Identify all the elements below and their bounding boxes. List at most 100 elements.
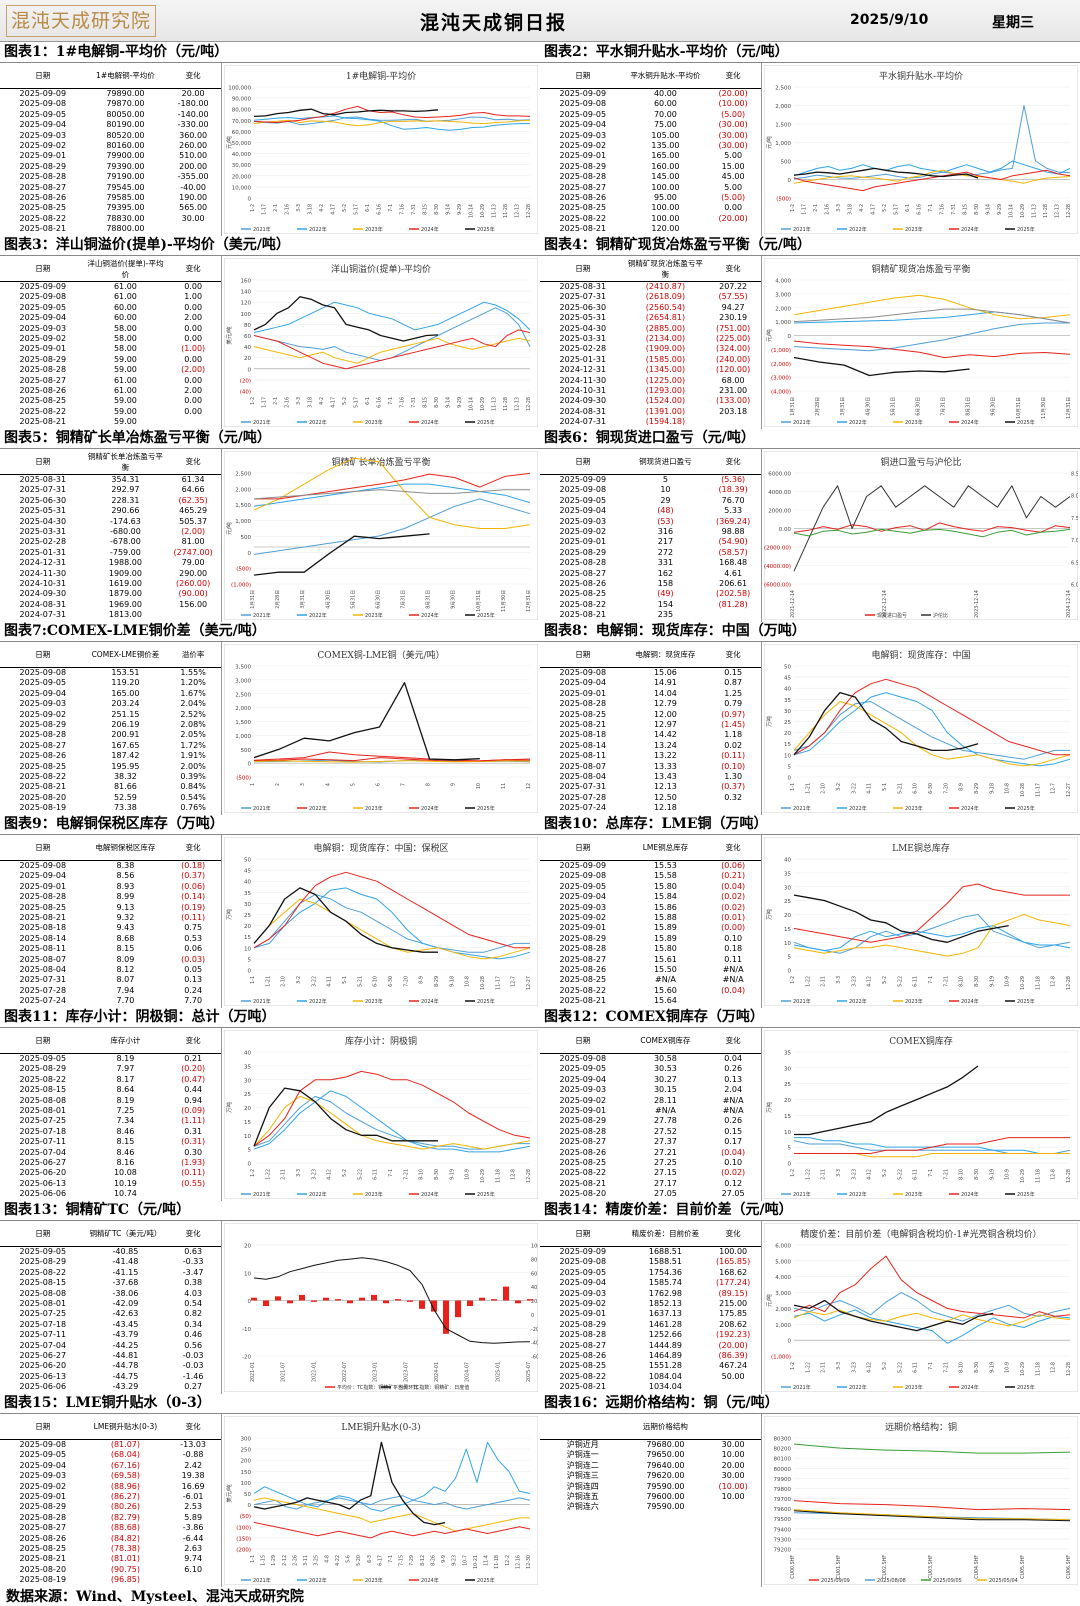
x-tick-label: 8-30 bbox=[434, 397, 440, 408]
table-row: 2025-08-21 120.00 bbox=[540, 224, 761, 234]
table-cell: 73.38 bbox=[113, 803, 137, 813]
x-tick-label: 10月31日 bbox=[476, 590, 482, 612]
table-row: 2025-08-11 8.15 0.06 bbox=[0, 944, 221, 954]
y2-tick-label: -60 bbox=[531, 1355, 538, 1361]
y-tick-label: 25 bbox=[244, 1092, 251, 1098]
table-cell: 0.94 bbox=[184, 1095, 203, 1105]
x-tick-label: 9-14 bbox=[986, 204, 992, 215]
table-row: 2025-09-05 8.19 0.21 bbox=[0, 1054, 221, 1064]
table-cell: 79395.00 bbox=[106, 203, 145, 213]
table-cell: 78830.00 bbox=[106, 213, 145, 223]
table-cell: 292.97 bbox=[111, 485, 140, 495]
y-tick-label: 1,500 bbox=[235, 720, 251, 726]
y-tick-label: 35 bbox=[784, 871, 791, 877]
table-cell: 1444.89 bbox=[648, 1340, 682, 1350]
table-cell: (0.11) bbox=[181, 912, 206, 922]
table-row: 2025-09-03 80520.00 360.00 bbox=[0, 131, 221, 141]
table-row: 2025-08-29 160.00 15.00 bbox=[540, 162, 761, 172]
table-cell: 2025-08-11 bbox=[559, 751, 607, 761]
table-row: 2025-08-28 27.52 0.15 bbox=[540, 1127, 761, 1137]
table-header-cell: COMEX-LME铜价差 bbox=[91, 650, 160, 659]
chart-frame bbox=[223, 257, 539, 428]
table-row: 2025-08-28 145.00 45.00 bbox=[540, 172, 761, 182]
table-cell: 8.15 bbox=[116, 1137, 135, 1147]
table-cell: 0.26 bbox=[724, 1064, 743, 1074]
table-cell: 61.00 bbox=[113, 282, 137, 291]
table-row: 2024-08-31 1969.00 156.00 bbox=[0, 600, 221, 610]
table-cell: 52.59 bbox=[113, 792, 137, 802]
table-cell: (5.00) bbox=[721, 192, 746, 202]
table-cell: 2025-08-31 bbox=[19, 475, 67, 484]
legend-label: 2024年 bbox=[421, 419, 439, 426]
table-row: 2025-08-20 (90.75) 6.10 bbox=[0, 1565, 221, 1575]
series-line bbox=[793, 701, 1071, 767]
table-cell: 0.27 bbox=[184, 1382, 203, 1392]
y-tick-label: 25 bbox=[244, 913, 251, 919]
chart-svg: 洋山铜溢价(提单)-平均价160140120100806040200(20)(4… bbox=[223, 257, 539, 428]
table-row: 2025-07-31 8.07 0.13 bbox=[0, 975, 221, 985]
table-cell: (0.37) bbox=[721, 782, 746, 792]
x-tick-label: 5-1 bbox=[342, 976, 348, 984]
table-header-cell: 日期 bbox=[35, 1422, 51, 1431]
table-cell: 2025-09-02 bbox=[19, 1481, 67, 1491]
data-table: 日期 COMEX-LME铜价差 溢价率 2025-09-08 153.51 1.55% 20… bbox=[0, 642, 222, 815]
table-row: 2025-08-26 95.00 (5.00) bbox=[540, 193, 761, 203]
y-tick-label: 30 bbox=[784, 709, 791, 715]
table-cell: 2025-08-28 bbox=[559, 1330, 607, 1340]
x-tick-label: 1-22 bbox=[805, 1362, 811, 1373]
x-tick-label: 5-22 bbox=[357, 1169, 363, 1180]
table-cell: 2025-08-27 bbox=[559, 954, 607, 964]
table-cell: 190.00 bbox=[179, 192, 208, 202]
table-cell bbox=[705, 1502, 761, 1512]
x-tick-label: 1-2 bbox=[250, 204, 256, 212]
table-cell: (1.00) bbox=[181, 344, 206, 354]
table-row: 2025-09-05 119.20 1.20% bbox=[0, 678, 221, 688]
report-date: 2025/9/10 bbox=[850, 12, 929, 28]
table-row: 2025-09-05 60.00 0.00 bbox=[0, 303, 221, 313]
table-row: 2025-08-22 -41.15 -3.47 bbox=[0, 1268, 221, 1278]
table-header-cell: 日期 bbox=[35, 1229, 51, 1238]
chart-svg: 1#电解铜-平均价100,00090,00080,00070,00060,000… bbox=[223, 64, 539, 235]
table-row: 沪铜连六 79590.00 bbox=[540, 1502, 761, 1512]
x-tick-label: 8-10 bbox=[959, 976, 965, 987]
y-tick-label: 120 bbox=[241, 301, 252, 307]
table-cell: (0.03) bbox=[181, 954, 206, 964]
table-cell: 2025-09-03 bbox=[19, 1471, 67, 1481]
table-cell: 1813.00 bbox=[108, 610, 142, 620]
table-cell: 13.24 bbox=[653, 740, 677, 750]
chart-title: 铜精矿现货冶炼盈亏平衡 bbox=[871, 263, 970, 275]
y-tick-label: (6000.00) bbox=[764, 583, 791, 589]
table-row: 2025-08-27 162 4.61 bbox=[540, 569, 761, 579]
table-row: 2024-12-31 (1345.00) (120.00) bbox=[540, 365, 761, 375]
y-tick-label: 0 bbox=[248, 551, 252, 557]
chart-svg: 远期价格结构：铜80300802008010080000799007980079… bbox=[763, 1415, 1079, 1586]
table-cell: 2025-08-14 bbox=[559, 740, 607, 750]
table-cell: 2025-09-05 bbox=[19, 1450, 67, 1460]
table-cell: 2025-08-19 bbox=[19, 803, 67, 813]
y-tick-label: 30 bbox=[244, 1078, 251, 1084]
table-cell: 0.56 bbox=[184, 1340, 203, 1350]
table-row: 2025-06-13 10.19 (0.55) bbox=[0, 1179, 221, 1189]
x-tick-label: 5-17 bbox=[894, 204, 900, 215]
table-cell: (0.11) bbox=[181, 1168, 206, 1178]
table-row: 2025-09-01 14.04 1.25 bbox=[540, 689, 761, 699]
y-tick-label: (1,000) bbox=[771, 348, 791, 354]
x-tick-label: 3-22 bbox=[311, 976, 317, 987]
table-cell: (0.20) bbox=[181, 1064, 206, 1074]
table-row: 2025-08-28 1252.66 (192.23) bbox=[540, 1330, 761, 1340]
y-tick-label: 5 bbox=[788, 955, 792, 961]
y-tick-label: 1,000 bbox=[775, 141, 791, 147]
table-header: 日期 铜精矿现货冶炼盈亏平衡 变化 bbox=[540, 256, 761, 282]
x-tick-label: 5-22 bbox=[897, 1169, 903, 1180]
y-tick-label: 40 bbox=[244, 345, 251, 351]
table-cell: 9.43 bbox=[116, 923, 135, 933]
table-row: 2025-08-27 1444.89 (20.00) bbox=[540, 1341, 761, 1351]
bar bbox=[527, 1299, 533, 1301]
series-line bbox=[793, 105, 1071, 180]
table-header-cell: 日期 bbox=[575, 1036, 591, 1045]
table-row: 2025-08-28 12.79 0.79 bbox=[540, 699, 761, 709]
y-tick-label: 20 bbox=[244, 924, 251, 930]
table-cell: 27.25 bbox=[653, 1157, 677, 1167]
table-cell: 203.18 bbox=[719, 406, 748, 416]
y-tick-label: 3,000 bbox=[775, 292, 791, 298]
